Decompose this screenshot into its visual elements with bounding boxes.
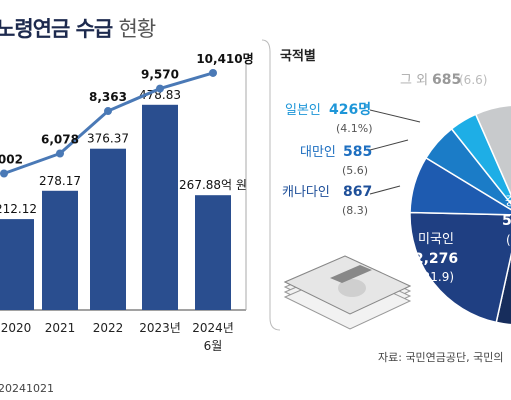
line-label-3: 9,570: [141, 68, 179, 82]
pie-value-4: 426명: [329, 101, 371, 118]
bar-4: [195, 195, 231, 310]
pie-label-0: 중국인: [505, 194, 511, 208]
x-tick-0: 2020: [1, 321, 32, 335]
x-tick-3: 2023년: [139, 321, 181, 335]
leader-2: [369, 185, 401, 195]
pie-value-2: 867: [343, 184, 372, 200]
group-bracket: [261, 39, 281, 331]
pie-slice-1: [409, 211, 511, 324]
leader-3: [369, 139, 409, 151]
pie-label-1: 미국인: [418, 232, 454, 247]
x-tick-1: 2021: [45, 321, 76, 335]
money-stack-illustration: [283, 255, 412, 330]
chart-title: 노령연금 수급 현황: [0, 13, 157, 43]
line-point-3: [156, 84, 164, 93]
pie-value-1: 2,276: [414, 251, 458, 267]
line-point-1: [56, 149, 64, 158]
line-point-4: [209, 68, 217, 77]
nationality-title: 국적별: [280, 49, 316, 64]
banknote-portrait: [338, 279, 366, 297]
pie-value-5: 685: [432, 72, 461, 88]
x-tick-4: 2024년: [192, 321, 234, 335]
pie-label-3: 대만인: [300, 145, 336, 160]
pie-pct-1: (21.9): [418, 270, 454, 284]
pie-slice-5: [474, 104, 511, 197]
pie-pct-0: (53.4): [506, 233, 511, 247]
title-main: 노령연금 수급: [0, 17, 113, 41]
bar-label-0: 212.12: [0, 202, 37, 216]
bar-label-1: 278.17: [39, 174, 81, 188]
bar-1: [42, 190, 78, 310]
pie-pct-4: (4.1%): [336, 122, 373, 135]
bar-label-4: 267.88억 원: [179, 178, 247, 192]
pie-pct-3: (5.6): [342, 164, 368, 177]
leader-4: [369, 109, 421, 123]
line-point-0: [0, 169, 8, 178]
banknote-band: [330, 265, 372, 283]
pie-pct-2: (8.3): [342, 204, 368, 217]
line-label-0: 5,002: [0, 152, 23, 166]
pie-label-2: 캐나다인: [282, 185, 330, 200]
pie-value-0: 5,560: [502, 213, 511, 229]
bar-label-2: 376.37: [87, 132, 129, 146]
line-label-4: 10,410명: [196, 52, 253, 66]
pie-label-5: 그 외: [400, 73, 428, 88]
pie-label-4: 일본인: [285, 103, 321, 118]
line-label-1: 6,078: [41, 132, 79, 146]
x-tick-2: 2022: [93, 321, 124, 335]
bar-label-3: 478.83: [139, 88, 181, 102]
bar-3: [142, 104, 178, 310]
source-note: 자료: 국민연금공단, 국민의: [378, 351, 504, 364]
bar-0: [0, 219, 34, 310]
line-point-2: [104, 107, 112, 116]
bar-2: [90, 148, 126, 310]
credit: 20241021: [0, 382, 54, 395]
pie-value-3: 585: [343, 144, 372, 160]
line-label-2: 8,363: [89, 90, 127, 104]
title-sub: 현황: [118, 17, 157, 41]
pie-pct-5: (6.6): [459, 73, 487, 87]
x-tick-4-sub: 6월: [204, 339, 223, 353]
